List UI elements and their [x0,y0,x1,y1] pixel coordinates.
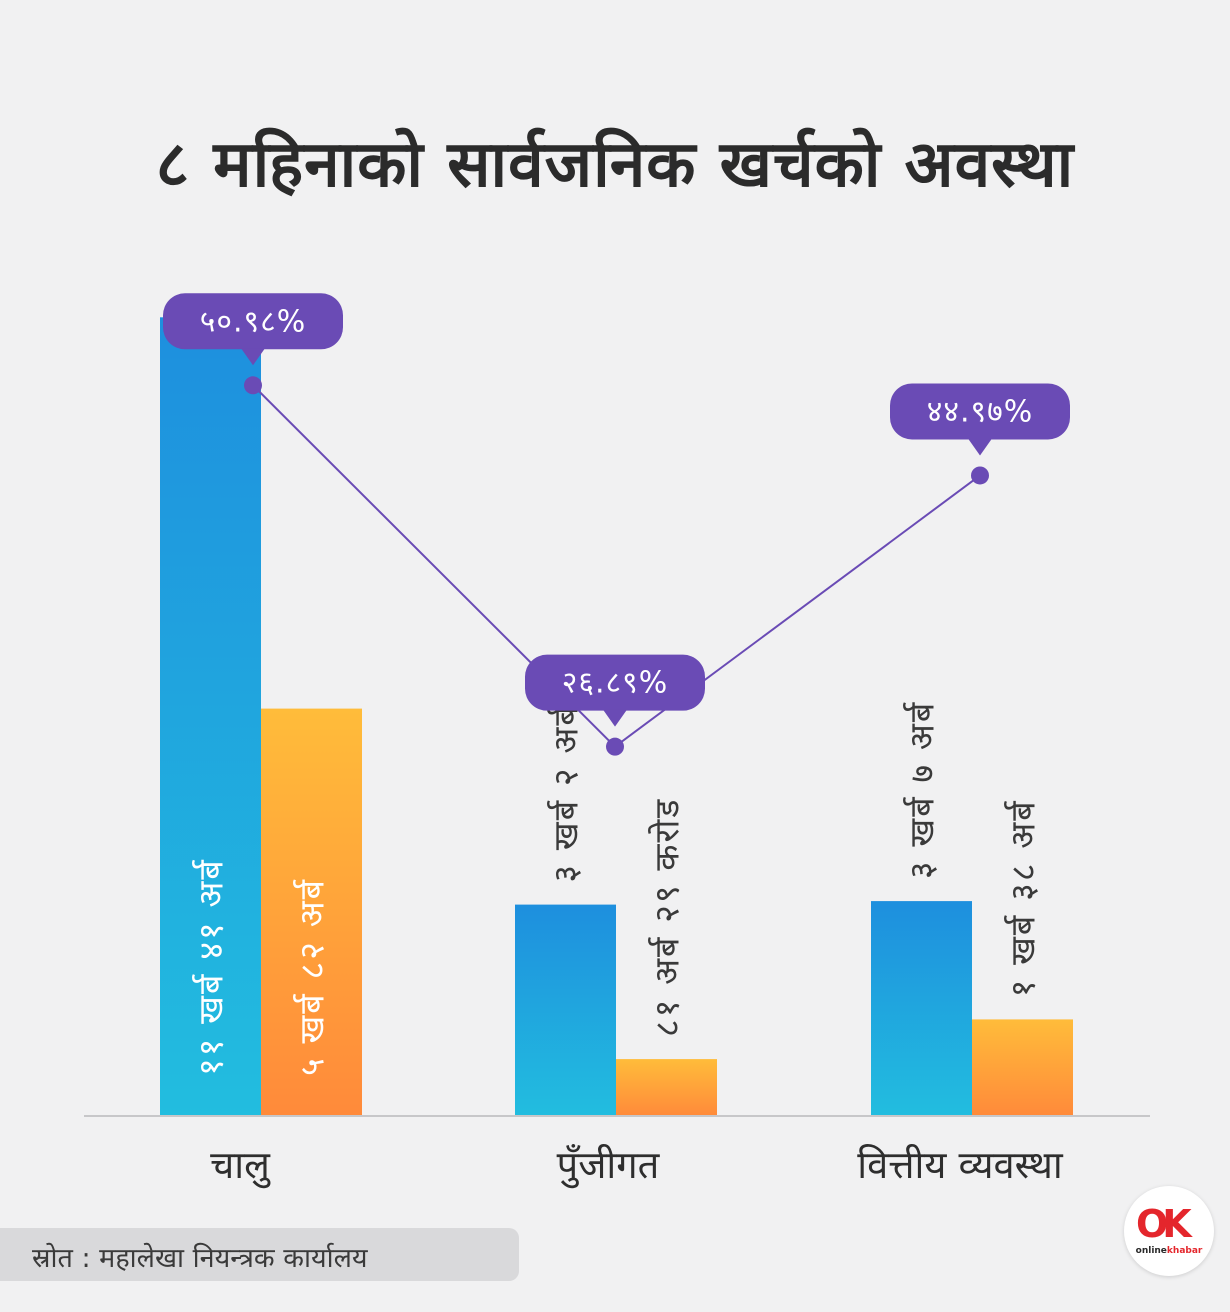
percentage-point-2 [971,466,989,485]
percentage-callout-1 [525,654,705,711]
source-text: स्रोत : महालेखा नियन्त्रक कार्यालय [32,1243,368,1274]
bar-value-label-series2-0: ५ खर्ब ८२ अर्ब [293,878,333,1076]
category-label-current: चालु [210,1143,270,1187]
percentage-point-1 [606,737,624,756]
bar-value-label-series2-2: १ खर्ब ३८ अर्ब [1004,799,1044,997]
bar-value-label-series2-1: ८१ अर्ब २९ करोड [648,798,688,1038]
percentage-label-2: ४४.९७% [927,394,1033,429]
source-box: स्रोत : महालेखा नियन्त्रक कार्यालय [0,1228,519,1281]
bar-value-label-series1-1: ३ खर्ब २ अर्ब [547,704,587,882]
bar-series2-2 [972,1019,1073,1116]
percentage-callout-tail-1 [603,709,627,727]
percentage-callout-tail-0 [241,348,265,366]
percentage-callout-0 [163,293,343,350]
bar-value-label-series1-0: ११ खर्ब ४१ अर्ब [192,858,232,1076]
bar-series1-0 [160,317,261,1116]
bar-series1-2 [871,901,972,1116]
category-label-capital: पुँजीगत [556,1143,660,1187]
logo-wordmark: onlinekhabar [1135,1246,1203,1256]
percentage-callout-2 [890,383,1070,440]
percentage-label-0: ५०.९८% [200,304,306,339]
onlinekhabar-logo: OK onlinekhabar [1124,1186,1214,1276]
chart-title: ८ महिनाको सार्वजनिक खर्चको अवस्था [155,128,1075,202]
bar-series1-1 [515,904,616,1116]
logo-ok-mark-icon: OK [1136,1202,1192,1246]
category-label-financing: वित्तीय व्यवस्था [857,1143,1063,1187]
bar-series2-0 [261,708,362,1116]
bar-series2-1 [616,1059,717,1116]
percentage-point-0 [244,376,262,395]
bar-value-label-series1-2: ३ खर्ब ७ अर्ब [903,701,943,879]
percentage-label-1: २६.८९% [562,666,668,701]
percentage-callout-tail-2 [968,438,992,456]
